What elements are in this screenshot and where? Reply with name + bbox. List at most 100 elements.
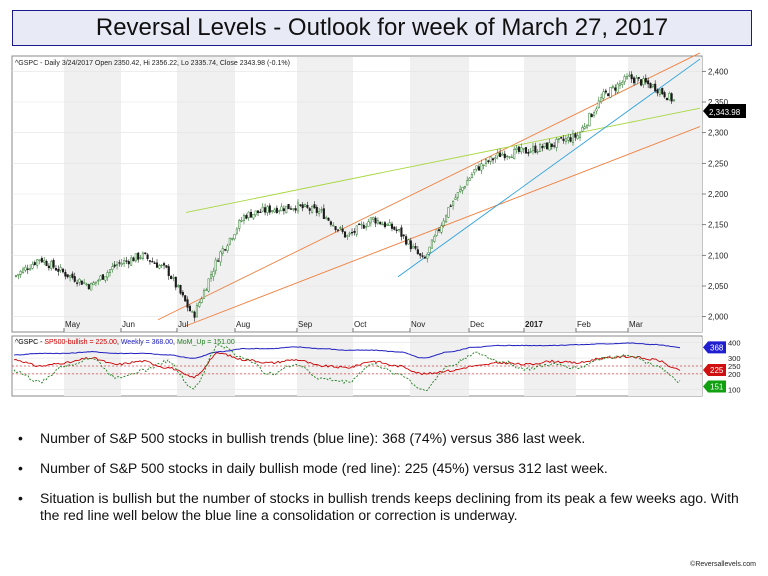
candle-body (64, 272, 67, 277)
candle-body (47, 265, 50, 269)
candle-body (461, 187, 464, 191)
candle-body (593, 112, 596, 116)
breadth-y-tick-label: 200 (728, 370, 741, 379)
candle-body (355, 225, 358, 235)
candle-body (17, 273, 20, 276)
candle-body (400, 227, 403, 237)
candle-body (275, 207, 278, 214)
month-shade (410, 337, 469, 396)
candle-body (539, 144, 542, 152)
candle-body (614, 87, 617, 91)
candle-body (118, 262, 121, 264)
candle-body (489, 156, 492, 162)
candle-body (454, 197, 457, 200)
candle-body (210, 274, 213, 279)
candle-body (649, 83, 652, 89)
candle-body (435, 229, 438, 236)
candle-body (402, 234, 405, 237)
candle-body (318, 211, 321, 214)
candle-body (45, 261, 48, 266)
breadth-header-part: MoM_Up = 151.00 (177, 339, 235, 346)
candle-body (625, 75, 629, 79)
candle-body (80, 280, 83, 285)
candle-body (607, 93, 610, 97)
candle-body (581, 127, 584, 132)
candle-body (205, 289, 208, 291)
candle-body (332, 224, 335, 227)
candle-body (108, 269, 112, 273)
candle-body (506, 155, 509, 158)
slide-title: Reversal Levels - Outlook for week of Ma… (12, 10, 752, 46)
candle-body (543, 142, 546, 148)
candle-body (459, 189, 462, 192)
candle-body (562, 138, 565, 141)
candle-body (155, 262, 159, 268)
candle-body (134, 253, 137, 262)
candle-body (452, 200, 455, 206)
candle-body (191, 311, 194, 313)
candle-body (470, 173, 473, 178)
candle-body (398, 228, 401, 231)
candle-body (148, 260, 151, 262)
candle-body (144, 252, 147, 255)
candle-body (484, 159, 488, 164)
month-shade (628, 57, 702, 332)
breadth-value-tag-bg (703, 341, 726, 354)
candle-body (475, 165, 478, 170)
price-y-tick-label: 2,250 (708, 159, 729, 168)
breadth-series-line (13, 342, 681, 359)
candle-body (257, 210, 260, 213)
candle-body (26, 268, 29, 270)
candle-body (358, 223, 361, 226)
candle-body (231, 238, 234, 240)
month-shade (297, 337, 353, 396)
candle-body (640, 79, 643, 86)
candle-body (531, 146, 535, 151)
candle-body (346, 235, 349, 237)
candle-body (101, 274, 105, 280)
candle-body (564, 138, 567, 142)
candle-body (235, 228, 238, 234)
candle-body (480, 163, 483, 171)
candle-body (494, 157, 497, 160)
price-x-tick-label: Sep (298, 320, 313, 329)
candle-body (611, 86, 614, 88)
candle-body (289, 208, 292, 210)
candle-body (550, 143, 553, 147)
breadth-grid (12, 342, 702, 390)
candle-body (628, 74, 631, 77)
candle-body (360, 223, 363, 226)
price-y-tick-label: 2,150 (708, 221, 729, 230)
candle-body (546, 142, 549, 150)
candle-body (249, 211, 253, 218)
candle-body (393, 226, 396, 230)
candle-body (40, 258, 43, 263)
candle-body (428, 246, 431, 253)
candle-body (233, 234, 236, 240)
candle-body (473, 169, 476, 173)
candle-body (672, 99, 676, 101)
candle-body (548, 142, 551, 151)
candle-body (423, 256, 426, 259)
candle-body (365, 226, 368, 228)
candle-body (245, 215, 248, 219)
candle-body (299, 204, 302, 206)
candle-body (644, 78, 647, 83)
candle-body (668, 93, 671, 101)
month-shade (524, 57, 576, 332)
candle-body (153, 262, 156, 264)
candle-body (517, 146, 520, 152)
price-x-tick-label: Mar (629, 320, 643, 329)
month-shade (64, 57, 121, 332)
candle-body (94, 281, 97, 284)
candle-body (386, 223, 389, 226)
candle-body (130, 257, 133, 266)
candle-body (146, 254, 149, 260)
breadth-header-part: Weekly = 368.00 (121, 339, 173, 346)
candle-body (61, 268, 65, 273)
candle-body (557, 138, 560, 140)
month-shade (410, 57, 469, 332)
candle-body (336, 229, 339, 231)
candle-body (158, 265, 161, 269)
